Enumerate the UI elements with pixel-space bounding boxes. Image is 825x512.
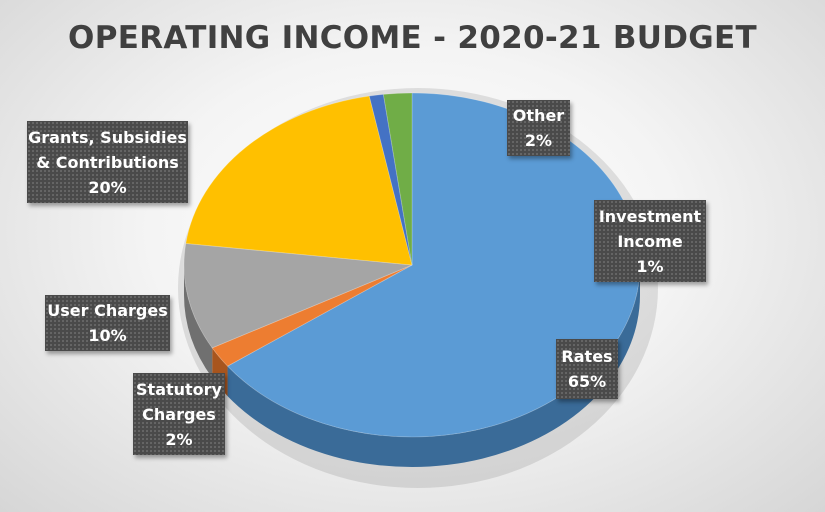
data-label-statutory-charges: Statutory Charges 2% <box>133 373 225 455</box>
pie-slice-investment-income <box>368 93 413 266</box>
pie-slice-user-charges <box>183 243 413 349</box>
pie-slice-statutory-charges <box>211 264 413 367</box>
data-label-user-charges: User Charges 10% <box>45 295 170 351</box>
chart-title: OPERATING INCOME - 2020-21 BUDGET <box>68 20 757 56</box>
pie-side-user-charges <box>184 265 213 378</box>
data-label-investment-income: Investment Income 1% <box>594 200 706 282</box>
pie-slice-other <box>382 92 413 266</box>
pie-slices <box>183 92 641 438</box>
data-label-grants: Grants, Subsidies & Contributions 20% <box>27 121 188 203</box>
pie-side-rates <box>227 265 640 467</box>
data-label-other: Other 2% <box>507 100 570 156</box>
data-label-rates: Rates 65% <box>556 339 618 399</box>
pie-slice-grants-subsidies-contributions <box>185 95 413 266</box>
